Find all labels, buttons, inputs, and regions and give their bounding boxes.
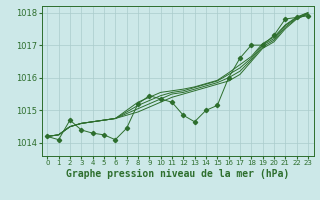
X-axis label: Graphe pression niveau de la mer (hPa): Graphe pression niveau de la mer (hPa)	[66, 169, 289, 179]
